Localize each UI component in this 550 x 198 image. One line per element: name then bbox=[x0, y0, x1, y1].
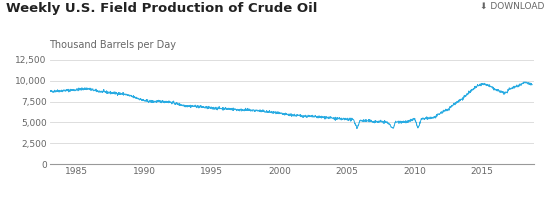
Text: Thousand Barrels per Day: Thousand Barrels per Day bbox=[50, 40, 177, 50]
Text: ⬇ DOWNLOAD: ⬇ DOWNLOAD bbox=[480, 2, 544, 11]
Text: Weekly U.S. Field Production of Crude Oil: Weekly U.S. Field Production of Crude Oi… bbox=[6, 2, 317, 15]
